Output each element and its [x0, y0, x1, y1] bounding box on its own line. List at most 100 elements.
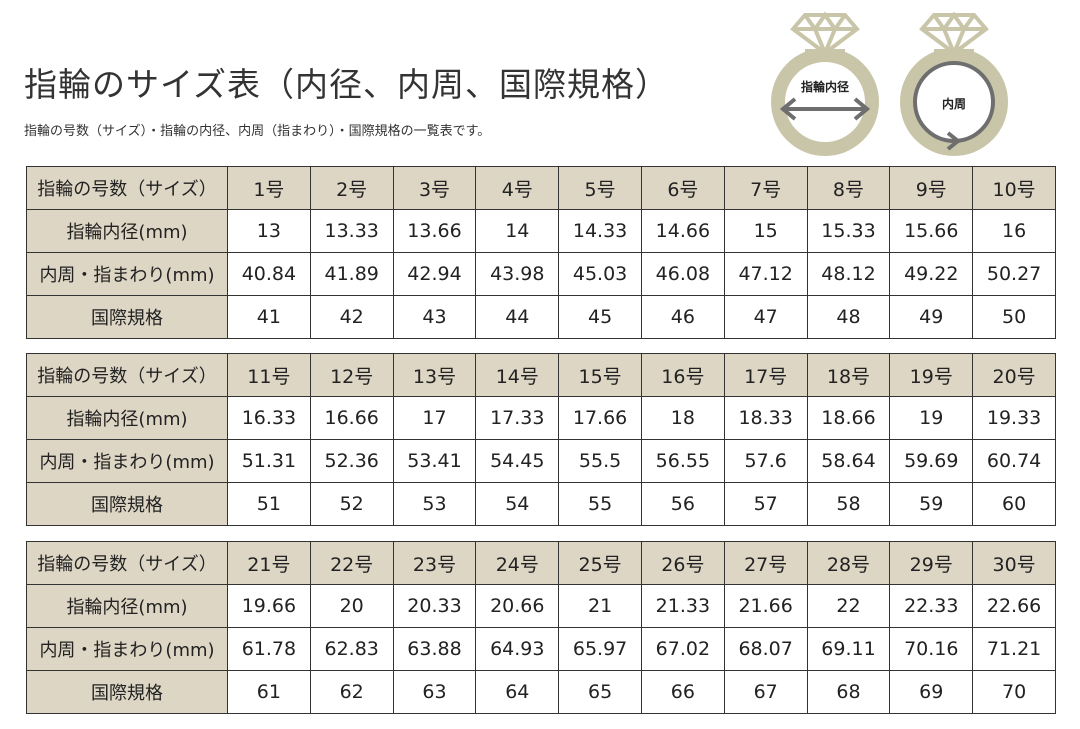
table-cell: 21.66 — [723, 584, 808, 628]
table-cell: 53.41 — [392, 439, 477, 483]
size-header-cell: 9号 — [889, 166, 974, 210]
table-cell: 15.33 — [806, 209, 891, 253]
table-cell: 65.97 — [558, 627, 642, 671]
table-cell: 69 — [889, 670, 974, 714]
table-cell: 52.36 — [309, 439, 394, 483]
size-header-cell: 27号 — [723, 541, 808, 585]
table-cell: 55.5 — [558, 439, 642, 483]
international-size-row: 国際規格 41 42 43 44 45 46 47 48 49 50 — [26, 295, 1056, 339]
table-cell: 67.02 — [640, 627, 725, 671]
inner-diameter-row: 指輪内径(mm) 16.33 16.66 17 17.33 17.66 18 18.33 18.… — [26, 396, 1056, 440]
row-label: 指輪内径(mm) — [26, 396, 228, 440]
table-cell: 63.88 — [392, 627, 477, 671]
table-cell: 19.33 — [972, 396, 1056, 440]
diamond-icon — [919, 11, 989, 59]
table-cell: 16.66 — [309, 396, 394, 440]
size-header-cell: 11号 — [227, 353, 311, 397]
table-cell: 19.66 — [227, 584, 311, 628]
table-cell: 50.27 — [972, 252, 1056, 296]
size-row: 指輪の号数（サイズ） 11号 12号 13号 14号 15号 16号 17号 18号 19号 20号 — [26, 353, 1056, 397]
size-header-cell: 20号 — [972, 353, 1056, 397]
table-cell: 56 — [640, 482, 725, 526]
size-header-cell: 1号 — [227, 166, 311, 210]
table-cell: 14.33 — [558, 209, 642, 253]
size-header-cell: 21号 — [227, 541, 311, 585]
table-cell: 62.83 — [309, 627, 394, 671]
table-cell: 19 — [889, 396, 974, 440]
row-label: 国際規格 — [26, 670, 228, 714]
table-cell: 59.69 — [889, 439, 974, 483]
table-cell: 13.66 — [392, 209, 477, 253]
table-cell: 17.33 — [475, 396, 560, 440]
table-cell: 68 — [806, 670, 891, 714]
circumference-label: 内周 — [942, 96, 966, 111]
table-cell: 70 — [972, 670, 1056, 714]
row-label: 国際規格 — [26, 482, 228, 526]
diameter-label: 指輪内径 — [801, 79, 849, 94]
table-cell: 22.33 — [889, 584, 974, 628]
row-label: 指輪の号数（サイズ） — [26, 541, 228, 585]
table-cell: 52 — [309, 482, 394, 526]
table-cell: 51 — [227, 482, 311, 526]
size-header-cell: 2号 — [309, 166, 394, 210]
table-cell: 20 — [309, 584, 394, 628]
table-cell: 48.12 — [806, 252, 891, 296]
table-cell: 44 — [475, 295, 560, 339]
ring-size-table: 指輪の号数（サイズ） 11号 12号 13号 14号 15号 16号 17号 18号 19号 20号… — [26, 353, 1056, 526]
table-cell: 59 — [889, 482, 974, 526]
table-cell: 45 — [558, 295, 642, 339]
table-cell: 66 — [640, 670, 725, 714]
table-cell: 62 — [309, 670, 394, 714]
table-cell: 57 — [723, 482, 808, 526]
size-header-cell: 26号 — [640, 541, 725, 585]
table-cell: 64 — [475, 670, 560, 714]
table-cell: 63 — [392, 670, 477, 714]
size-row: 指輪の号数（サイズ） 1号 2号 3号 4号 5号 6号 7号 8号 9号 10号 — [26, 166, 1056, 210]
row-label: 内周・指まわり(mm) — [26, 627, 228, 671]
table-cell: 42.94 — [392, 252, 477, 296]
table-cell: 53 — [392, 482, 477, 526]
table-cell: 14.66 — [640, 209, 725, 253]
ring-size-table: 指輪の号数（サイズ） 21号 22号 23号 24号 25号 26号 27号 28号 29号 30号… — [26, 541, 1056, 714]
table-cell: 70.16 — [889, 627, 974, 671]
international-size-row: 国際規格 51 52 53 54 55 56 57 58 59 60 — [26, 482, 1056, 526]
table-cell: 21.33 — [640, 584, 725, 628]
size-header-cell: 23号 — [392, 541, 477, 585]
table-cell: 56.55 — [640, 439, 725, 483]
circumference-row: 内周・指まわり(mm) 51.31 52.36 53.41 54.45 55.5 56.55… — [26, 439, 1056, 483]
diamond-icon — [790, 11, 860, 59]
table-cell: 47 — [723, 295, 808, 339]
table-cell: 58 — [806, 482, 891, 526]
table-cell: 41 — [227, 295, 311, 339]
table-cell: 13.33 — [309, 209, 394, 253]
double-arrow-icon — [779, 97, 871, 121]
table-cell: 69.11 — [806, 627, 891, 671]
table-cell: 17 — [392, 396, 477, 440]
size-header-cell: 3号 — [392, 166, 477, 210]
table-cell: 60.74 — [972, 439, 1056, 483]
size-row: 指輪の号数（サイズ） 21号 22号 23号 24号 25号 26号 27号 28号 29号 30号 — [26, 541, 1056, 585]
table-cell: 71.21 — [972, 627, 1056, 671]
size-header-cell: 13号 — [392, 353, 477, 397]
table-cell: 22.66 — [972, 584, 1056, 628]
size-header-cell: 6号 — [640, 166, 725, 210]
table-cell: 49 — [889, 295, 974, 339]
row-label: 指輪の号数（サイズ） — [26, 353, 228, 397]
table-cell: 16 — [972, 209, 1056, 253]
row-label: 内周・指まわり(mm) — [26, 439, 228, 483]
size-header-cell: 12号 — [309, 353, 394, 397]
inner-diameter-row: 指輪内径(mm) 13 13.33 13.66 14 14.33 14.66 15 15.33 1… — [26, 209, 1056, 253]
size-header-cell: 18号 — [806, 353, 891, 397]
table-cell: 67 — [723, 670, 808, 714]
table-cell: 43.98 — [475, 252, 560, 296]
row-label: 国際規格 — [26, 295, 228, 339]
size-header-cell: 10号 — [972, 166, 1056, 210]
row-label: 指輪内径(mm) — [26, 584, 228, 628]
size-header-cell: 24号 — [475, 541, 560, 585]
international-size-row: 国際規格 61 62 63 64 65 66 67 68 69 70 — [26, 670, 1056, 714]
table-cell: 42 — [309, 295, 394, 339]
table-cell: 50 — [972, 295, 1056, 339]
inner-diameter-row: 指輪内径(mm) 19.66 20 20.33 20.66 21 21.33 21.66 22 2… — [26, 584, 1056, 628]
table-cell: 60 — [972, 482, 1056, 526]
table-cell: 41.89 — [309, 252, 394, 296]
